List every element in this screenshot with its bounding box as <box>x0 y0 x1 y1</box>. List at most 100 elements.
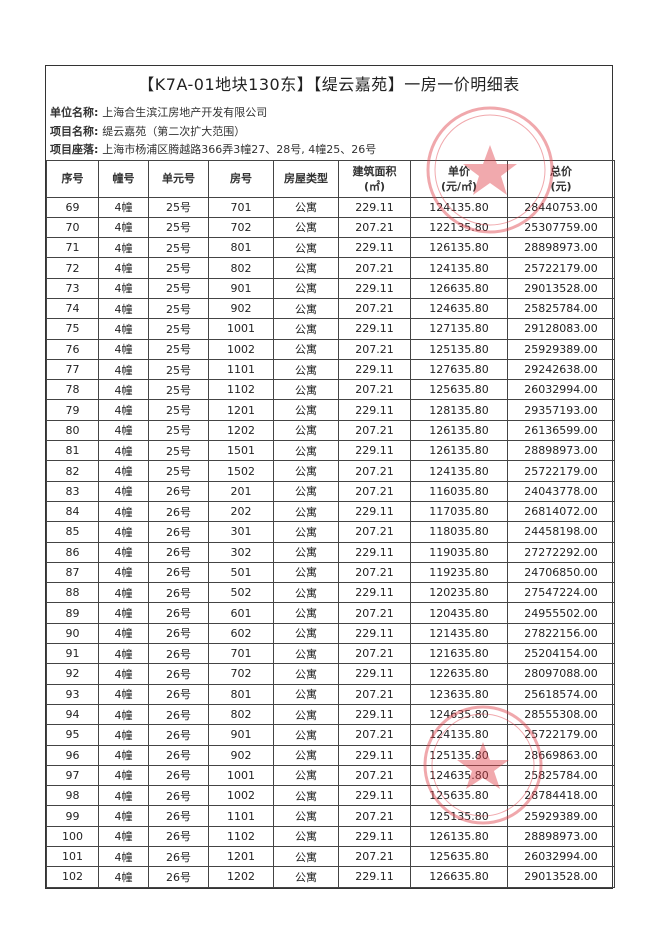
cell-unit-price: 124135.80 <box>410 460 508 482</box>
cell-unit-price: 124635.80 <box>410 297 508 320</box>
cell-area: 229.11 <box>338 440 411 462</box>
cell-area: 207.21 <box>338 216 411 239</box>
cell-unit: 25号 <box>148 419 209 442</box>
cell-unit: 25号 <box>148 440 209 462</box>
cell-unit: 26号 <box>148 744 209 766</box>
table-row: 98 4幢 26号 1002 公寓 229.11 125635.80 28784418.00 <box>46 785 615 807</box>
cell-building: 4幢 <box>98 196 149 218</box>
cell-unit: 26号 <box>148 785 209 807</box>
cell-area: 207.21 <box>338 724 411 746</box>
cell-seq: 82 <box>46 460 99 482</box>
table-row: 75 4幢 25号 1001 公寓 229.11 127135.80 29128083.00 <box>46 318 615 340</box>
info-value: 缇云嘉苑（第二次扩大范围） <box>102 124 246 138</box>
table-row: 79 4幢 25号 1201 公寓 229.11 128135.80 29357193.00 <box>46 399 615 421</box>
cell-total-price: 28555308.00 <box>507 703 615 726</box>
cell-type: 公寓 <box>273 297 339 320</box>
cell-type: 公寓 <box>273 216 339 239</box>
table-row: 95 4幢 26号 901 公寓 207.21 124135.80 25722179.00 <box>46 724 615 746</box>
table-row: 91 4幢 26号 701 公寓 207.21 121635.80 25204154.00 <box>46 643 615 665</box>
cell-seq: 85 <box>46 521 99 543</box>
cell-unit-price: 126135.80 <box>410 825 508 848</box>
cell-building: 4幢 <box>98 419 149 442</box>
cell-room: 1101 <box>208 805 274 827</box>
cell-type: 公寓 <box>273 622 339 645</box>
cell-total-price: 25618574.00 <box>507 683 615 705</box>
cell-area: 207.21 <box>338 683 411 705</box>
cell-building: 4幢 <box>98 440 149 462</box>
table-row: 82 4幢 25号 1502 公寓 207.21 124135.80 25722179.00 <box>46 460 615 482</box>
cell-total-price: 25722179.00 <box>507 460 615 482</box>
cell-unit: 25号 <box>148 338 209 360</box>
cell-unit-price: 122135.80 <box>410 216 508 239</box>
cell-room: 702 <box>208 663 274 685</box>
cell-unit: 26号 <box>148 643 209 665</box>
table-row: 102 4幢 26号 1202 公寓 229.11 126635.80 29013528.00 <box>46 866 615 888</box>
cell-building: 4幢 <box>98 338 149 360</box>
cell-unit-price: 120435.80 <box>410 602 508 624</box>
cell-unit: 26号 <box>148 582 209 604</box>
cell-room: 801 <box>208 237 274 259</box>
info-label: 单位名称: <box>50 106 99 119</box>
cell-unit: 26号 <box>148 805 209 827</box>
cell-type: 公寓 <box>273 257 339 279</box>
cell-total-price: 28898973.00 <box>507 440 615 462</box>
cell-seq: 80 <box>46 419 99 442</box>
cell-room: 501 <box>208 561 274 584</box>
cell-type: 公寓 <box>273 703 339 726</box>
cell-building: 4幢 <box>98 460 149 482</box>
cell-unit-price: 119235.80 <box>410 561 508 584</box>
cell-unit-price: 121635.80 <box>410 643 508 665</box>
cell-unit: 26号 <box>148 663 209 685</box>
cell-building: 4幢 <box>98 845 149 868</box>
cell-total-price: 26136599.00 <box>507 419 615 442</box>
cell-room: 901 <box>208 724 274 746</box>
cell-room: 901 <box>208 277 274 299</box>
cell-area: 207.21 <box>338 602 411 624</box>
cell-total-price: 26032994.00 <box>507 379 615 401</box>
cell-unit-price: 124135.80 <box>410 724 508 746</box>
cell-unit: 26号 <box>148 561 209 584</box>
cell-unit: 26号 <box>148 480 209 502</box>
cell-room: 1001 <box>208 764 274 787</box>
cell-type: 公寓 <box>273 825 339 848</box>
cell-area: 229.11 <box>338 237 411 259</box>
cell-building: 4幢 <box>98 866 149 888</box>
cell-area: 229.11 <box>338 785 411 807</box>
cell-building: 4幢 <box>98 541 149 563</box>
cell-room: 502 <box>208 582 274 604</box>
cell-building: 4幢 <box>98 277 149 299</box>
cell-room: 1202 <box>208 866 274 888</box>
column-header-total-price: 总价 (元) <box>507 159 615 198</box>
cell-type: 公寓 <box>273 480 339 502</box>
developer-info: 单位名称: 上海合生滨江房地产开发有限公司 <box>46 104 612 123</box>
cell-building: 4幢 <box>98 744 149 766</box>
cell-room: 601 <box>208 602 274 624</box>
cell-unit-price: 125135.80 <box>410 338 508 360</box>
cell-room: 1201 <box>208 845 274 868</box>
cell-building: 4幢 <box>98 216 149 239</box>
cell-seq: 98 <box>46 785 99 807</box>
cell-room: 702 <box>208 216 274 239</box>
cell-seq: 70 <box>46 216 99 239</box>
cell-total-price: 24706850.00 <box>507 561 615 584</box>
cell-area: 207.21 <box>338 379 411 401</box>
cell-type: 公寓 <box>273 602 339 624</box>
cell-building: 4幢 <box>98 257 149 279</box>
cell-room: 1002 <box>208 338 274 360</box>
table-row: 94 4幢 26号 802 公寓 229.11 124635.80 28555308.00 <box>46 703 615 726</box>
cell-total-price: 25929389.00 <box>507 338 615 360</box>
cell-seq: 89 <box>46 602 99 624</box>
table-row: 70 4幢 25号 702 公寓 207.21 122135.80 25307759.00 <box>46 216 615 239</box>
cell-total-price: 26814072.00 <box>507 500 615 523</box>
table-row: 92 4幢 26号 702 公寓 229.11 122635.80 28097088.00 <box>46 663 615 685</box>
cell-seq: 88 <box>46 582 99 604</box>
cell-type: 公寓 <box>273 724 339 746</box>
cell-area: 229.11 <box>338 196 411 218</box>
cell-unit: 25号 <box>148 257 209 279</box>
cell-seq: 99 <box>46 805 99 827</box>
cell-seq: 93 <box>46 683 99 705</box>
cell-area: 229.11 <box>338 703 411 726</box>
cell-total-price: 29242638.00 <box>507 358 615 381</box>
cell-area: 229.11 <box>338 744 411 766</box>
table-row: 80 4幢 25号 1202 公寓 207.21 126135.80 26136599.00 <box>46 419 615 442</box>
